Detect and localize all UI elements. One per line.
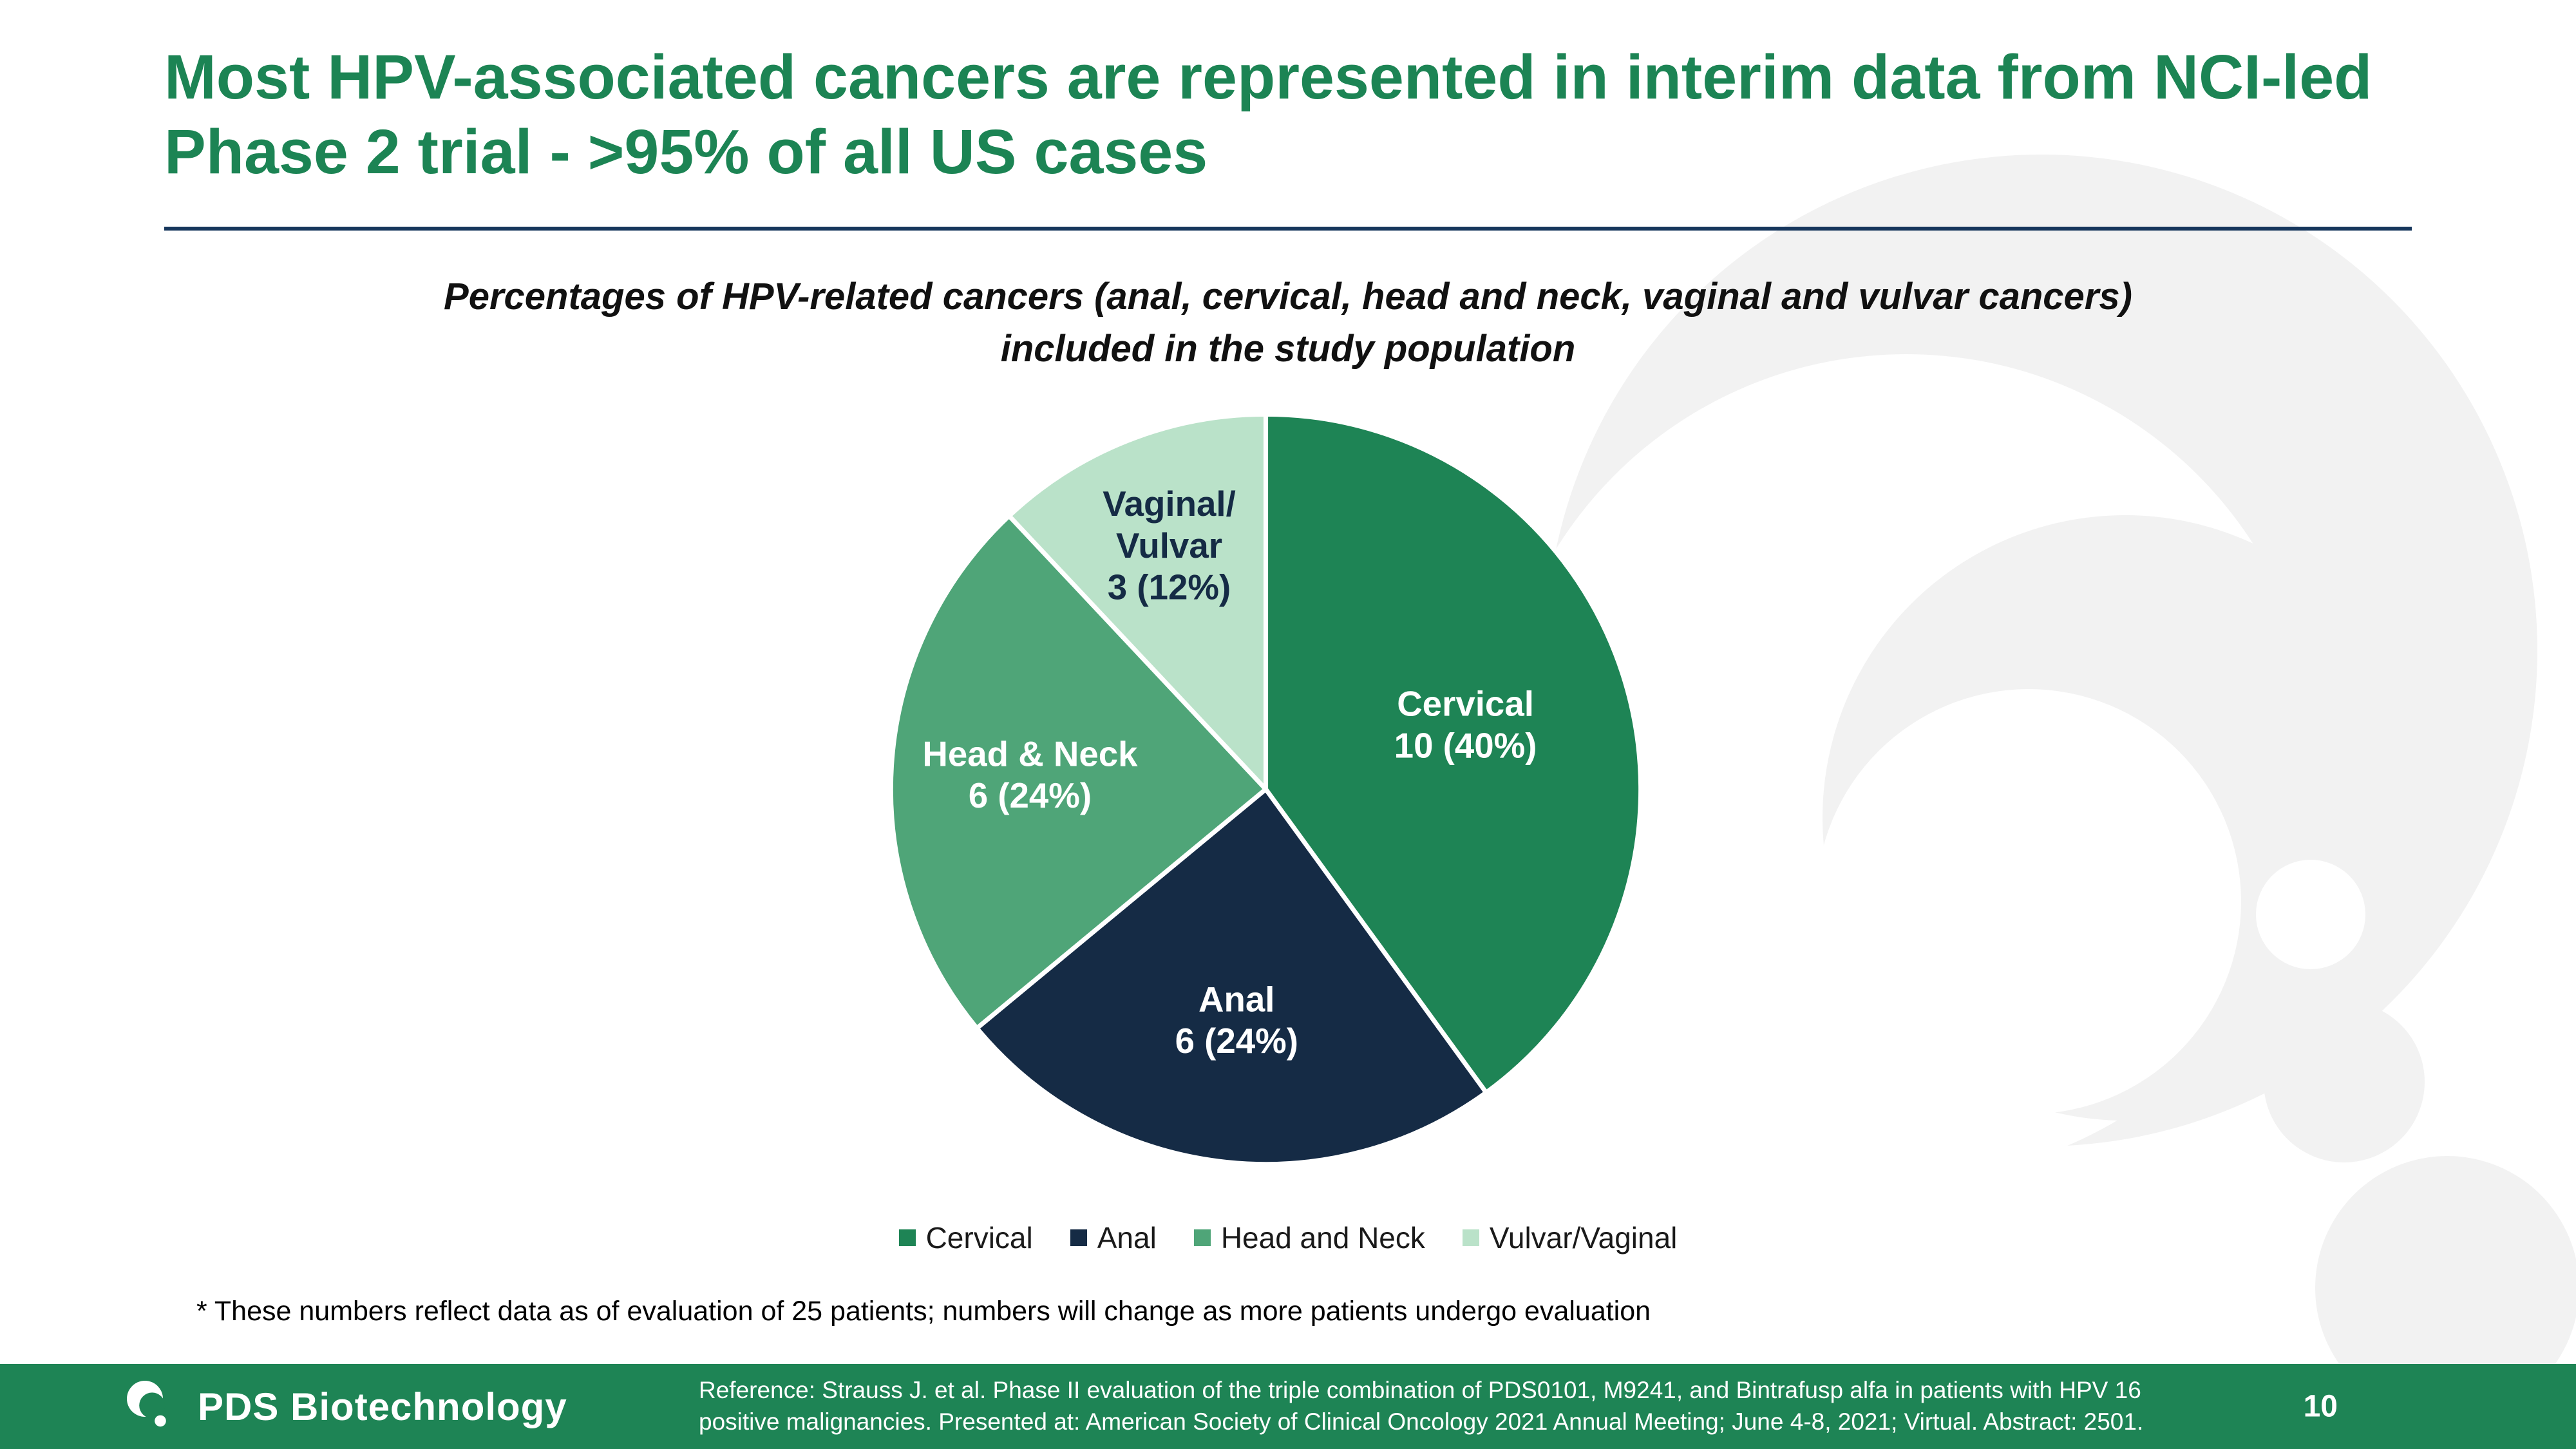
footnote: * These numbers reflect data as of evalu… [196,1296,1651,1327]
pie-chart: Cervical 10 (40%) Anal 6 (24%) Head & Neck 6 … [875,398,1657,1180]
company-logo: PDS Biotechnology [119,1376,567,1437]
page-number: 10 [2303,1389,2338,1424]
watermark-dot-small-icon [2264,1001,2425,1162]
pie-slice-label-vaginal-vulvar: Vaginal/Vulvar 3 (12%) [1103,484,1236,607]
legend-swatch-icon [1193,1229,1211,1246]
chart-title-line-1: Percentages of HPV-related cancers (anal… [444,276,2132,317]
pie-chart-svg: Cervical 10 (40%) Anal 6 (24%) Head & Neck 6 … [888,412,1643,1167]
legend-swatch-icon [898,1229,916,1246]
chart-legend: Cervical Anal Head and Neck Vulvar/Vaginal [0,1220,2576,1255]
legend-label: Anal [1097,1221,1157,1255]
legend-item-cervical: Cervical [898,1220,1033,1255]
footer-bar: PDS Biotechnology Reference: Strauss J. … [0,1364,2576,1449]
reference-text: Reference: Strauss J. et al. Phase II ev… [699,1377,2144,1435]
watermark-inner-cut-icon [1816,689,2241,1114]
watermark-dot-large-icon [2315,1156,2576,1420]
legend-swatch-icon [1462,1229,1479,1246]
legend-swatch-icon [1070,1229,1087,1246]
pie-slice-vaginal-vulvar [1007,412,1269,792]
pie-slice-cervical [1263,412,1643,1095]
chart-title-line-2: included in the study population [1000,328,1576,370]
slide-title: Most HPV-associated cancers are represen… [164,42,2372,187]
chart-title: Percentages of HPV-related cancers (anal… [0,270,2576,375]
legend-label: Head and Neck [1220,1221,1425,1255]
legend-item-head-and-neck: Head and Neck [1193,1220,1425,1255]
title-divider [164,227,2412,231]
legend-item-anal: Anal [1070,1220,1157,1255]
legend-item-vulvar-vaginal: Vulvar/Vaginal [1462,1220,1678,1255]
legend-label: Cervical [925,1221,1033,1255]
pds-logo-icon [127,1381,166,1427]
pie-slice-anal [974,786,1489,1167]
pie-slice-label-head-neck: Head & Neck 6 (24%) [922,734,1138,815]
company-logo-text: PDS Biotechnology [198,1385,567,1428]
legend-label: Vulvar/Vaginal [1489,1221,1678,1255]
pie-slice-head-neck [888,513,1269,1031]
watermark-dot-white-icon [2256,860,2365,969]
pie-slice-label-anal: Anal 6 (24%) [1175,980,1298,1061]
pie-slice-label-cervical: Cervical 10 (40%) [1394,685,1537,766]
